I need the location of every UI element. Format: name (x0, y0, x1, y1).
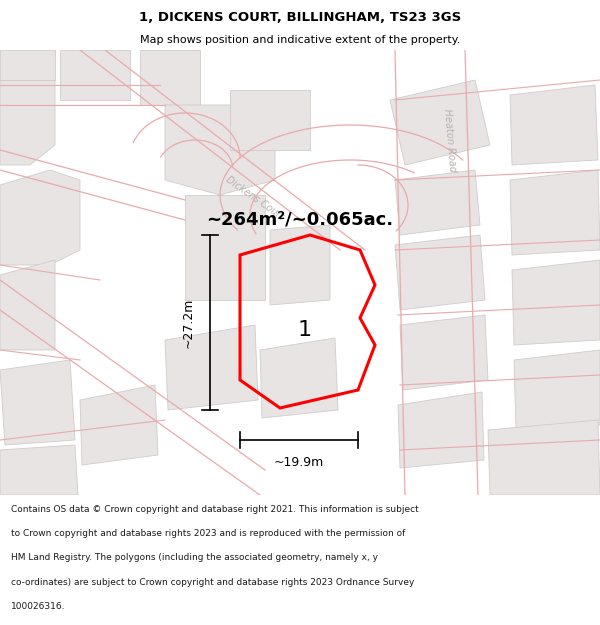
Polygon shape (0, 260, 55, 350)
Text: HM Land Registry. The polygons (including the associated geometry, namely x, y: HM Land Registry. The polygons (includin… (11, 554, 378, 562)
Polygon shape (0, 445, 78, 495)
Polygon shape (0, 50, 55, 80)
Text: co-ordinates) are subject to Crown copyright and database rights 2023 Ordnance S: co-ordinates) are subject to Crown copyr… (11, 578, 414, 586)
Polygon shape (0, 360, 75, 445)
Polygon shape (270, 225, 330, 305)
Polygon shape (512, 260, 600, 345)
Polygon shape (165, 105, 275, 195)
Polygon shape (398, 392, 484, 468)
Text: 1, DICKENS COURT, BILLINGHAM, TS23 3GS: 1, DICKENS COURT, BILLINGHAM, TS23 3GS (139, 11, 461, 24)
Text: Map shows position and indicative extent of the property.: Map shows position and indicative extent… (140, 35, 460, 45)
Polygon shape (390, 80, 490, 165)
Text: Heaton Road: Heaton Road (442, 108, 458, 172)
Polygon shape (395, 235, 485, 310)
Polygon shape (60, 50, 130, 100)
Text: ~27.2m: ~27.2m (182, 298, 194, 348)
Polygon shape (395, 170, 480, 235)
Polygon shape (510, 170, 600, 255)
Text: ~264m²/~0.065ac.: ~264m²/~0.065ac. (206, 211, 394, 229)
Text: Dickens Court: Dickens Court (224, 174, 286, 222)
Polygon shape (488, 420, 600, 495)
Text: 100026316.: 100026316. (11, 602, 65, 611)
Polygon shape (230, 90, 310, 150)
Text: ~19.9m: ~19.9m (274, 456, 324, 469)
Polygon shape (260, 338, 338, 418)
Polygon shape (400, 315, 488, 390)
Text: 1: 1 (298, 320, 312, 340)
Polygon shape (514, 350, 600, 430)
Polygon shape (165, 325, 258, 410)
Text: to Crown copyright and database rights 2023 and is reproduced with the permissio: to Crown copyright and database rights 2… (11, 529, 405, 539)
Polygon shape (185, 195, 265, 300)
Polygon shape (80, 385, 158, 465)
Polygon shape (0, 170, 80, 265)
Polygon shape (0, 80, 55, 165)
Polygon shape (140, 50, 200, 105)
Polygon shape (510, 85, 598, 165)
Text: Contains OS data © Crown copyright and database right 2021. This information is : Contains OS data © Crown copyright and d… (11, 506, 419, 514)
